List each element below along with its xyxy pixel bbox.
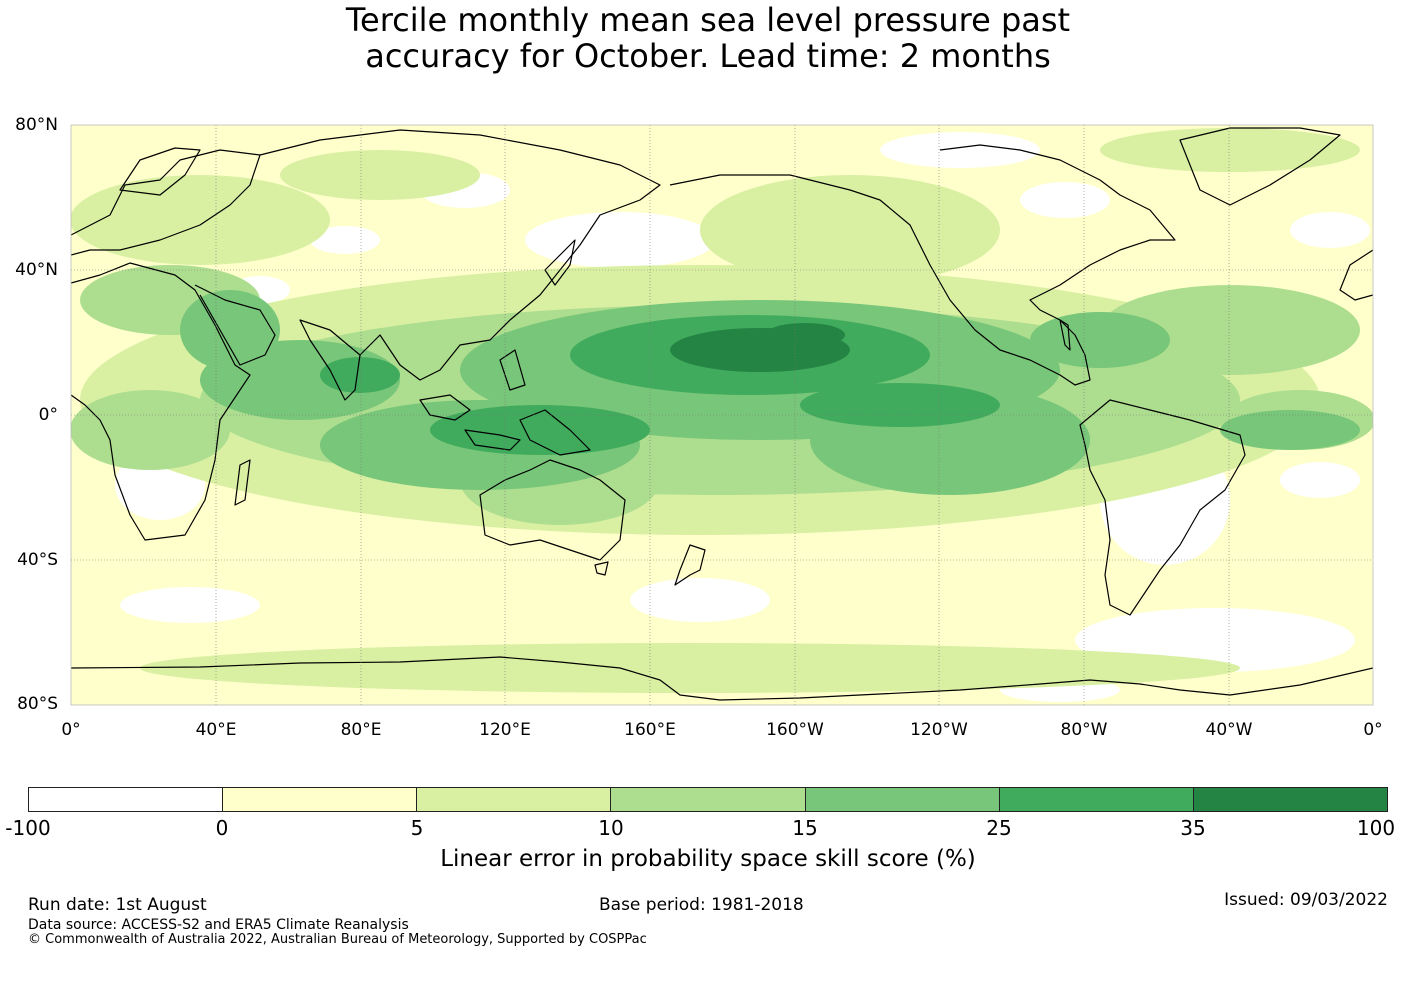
- coastlines: [71, 127, 1373, 701]
- colorbar-segment-25-35: [999, 788, 1194, 811]
- base-period: Base period: 1981-2018: [599, 895, 804, 915]
- colorbar: [28, 787, 1388, 812]
- colorbar-segment-10-15: [611, 788, 806, 811]
- skill-35-100-areas: [670, 323, 850, 372]
- data-source: Data source: ACCESS-S2 and ERA5 Climate …: [28, 917, 409, 933]
- map-title-line-1: Tercile monthly mean sea level pressure …: [345, 1, 1071, 39]
- colorbar-segment-0-5: [223, 788, 418, 811]
- colorbar-segment-15-25: [805, 788, 1000, 811]
- graticule: [71, 125, 1373, 705]
- colorbar-tick-10: 10: [598, 816, 624, 840]
- map-title-line-2: accuracy for October. Lead time: 2 month…: [365, 37, 1051, 75]
- lon-label-120w: 120°W: [910, 720, 968, 740]
- colorbar-tick-35: 35: [1180, 816, 1206, 840]
- colorbar-segment-35-100: [1193, 788, 1387, 811]
- colorbar-tick-100: 100: [1356, 816, 1396, 840]
- colorbar-tick-25: 25: [986, 816, 1012, 840]
- lon-label-80e: 80°E: [340, 720, 382, 740]
- colorbar-segment-negative: [29, 788, 224, 811]
- lon-label-160w: 160°W: [766, 720, 824, 740]
- lat-label-equator: 0°: [38, 405, 58, 425]
- lon-label-120e: 120°E: [479, 720, 531, 740]
- map-title: Tercile monthly mean sea level pressure …: [0, 2, 1416, 74]
- map-frame: [70, 124, 1374, 706]
- run-date: Run date: 1st August: [28, 895, 207, 915]
- lon-label-0-right: 0°: [1363, 720, 1383, 740]
- colorbar-tick-5: 5: [410, 816, 424, 840]
- lat-label-80n: 80°N: [15, 115, 58, 135]
- colorbar-tick-minus100: -100: [5, 816, 51, 840]
- colorbar-segment-5-10: [417, 788, 612, 811]
- copyright: © Commonwealth of Australia 2022, Austra…: [28, 932, 647, 947]
- lon-label-0-left: 0°: [61, 720, 81, 740]
- colorbar-tick-0: 0: [215, 816, 229, 840]
- colorbar-title: Linear error in probability space skill …: [440, 846, 976, 872]
- lon-label-40w: 40°W: [1205, 720, 1253, 740]
- lon-label-80w: 80°W: [1060, 720, 1108, 740]
- lon-label-160e: 160°E: [624, 720, 676, 740]
- issued-date: Issued: 09/03/2022: [1224, 890, 1388, 910]
- lat-label-40s: 40°S: [17, 550, 58, 570]
- lon-label-40e: 40°E: [195, 720, 237, 740]
- lat-label-80s: 80°S: [17, 694, 58, 714]
- skill-score-map: [70, 124, 1374, 706]
- lat-label-40n: 40°N: [15, 260, 58, 280]
- colorbar-tick-15: 15: [792, 816, 818, 840]
